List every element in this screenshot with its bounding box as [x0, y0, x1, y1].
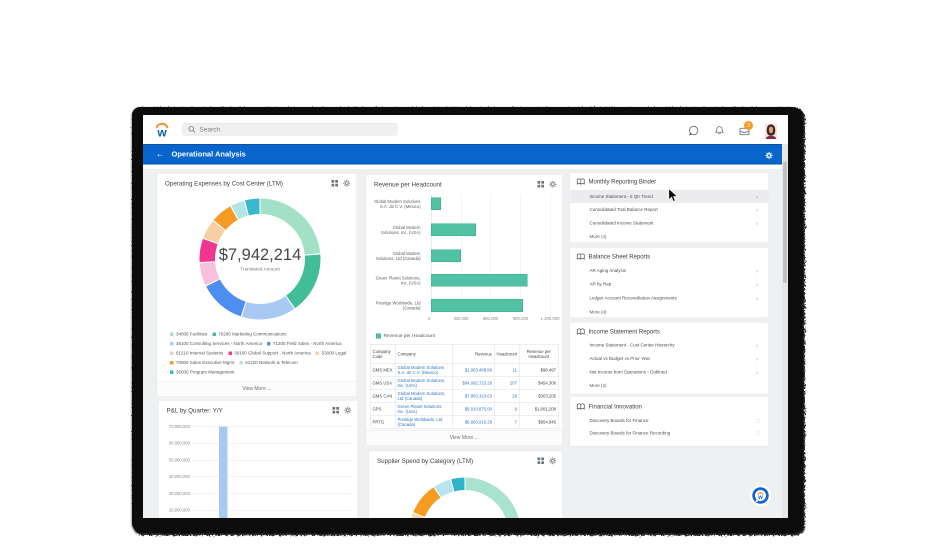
svg-text:w: w	[156, 126, 167, 138]
svg-text:w: w	[757, 495, 763, 501]
